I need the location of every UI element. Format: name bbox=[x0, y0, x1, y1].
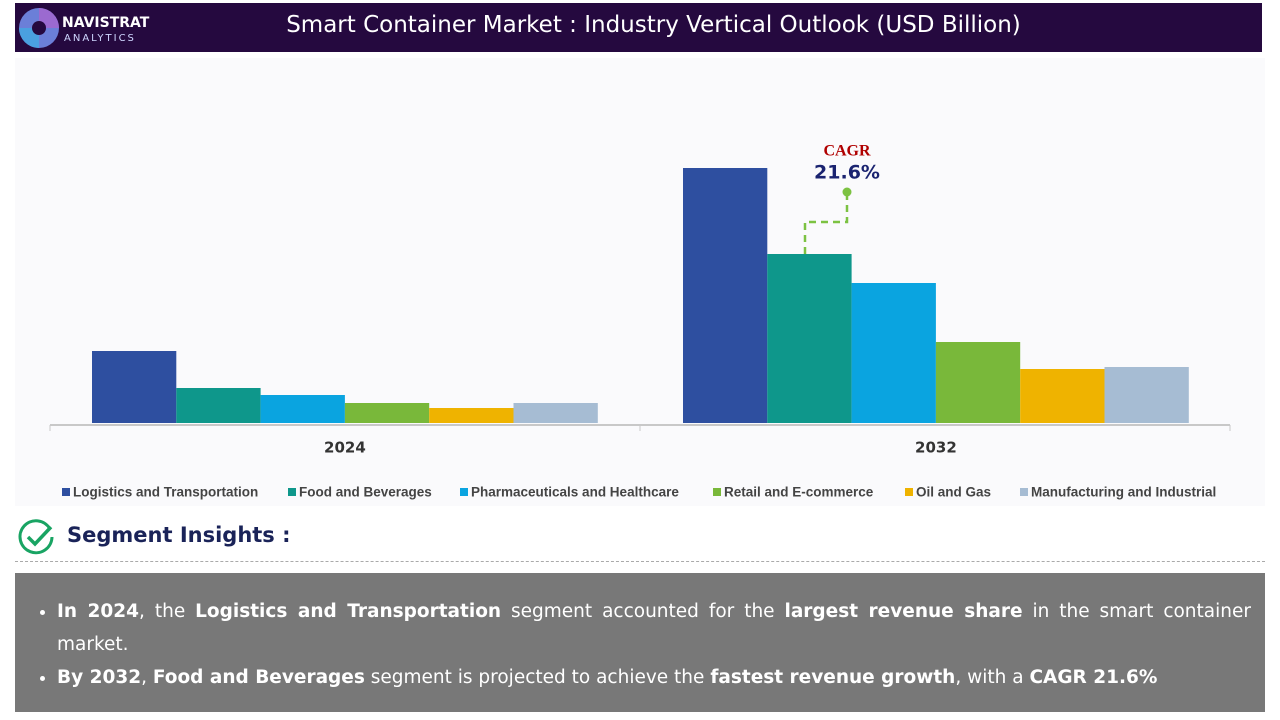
insight-text: Food and Beverages bbox=[152, 667, 365, 688]
insight-text: By 2032 bbox=[57, 667, 142, 688]
bar bbox=[683, 168, 768, 423]
logo: NAVISTRAT ANALYTICS bbox=[19, 8, 150, 48]
insight-text: largest revenue share bbox=[784, 601, 1023, 622]
insights-header: Segment Insights : bbox=[15, 515, 1265, 562]
insights-list: In 2024, the Logistics and Transportatio… bbox=[15, 573, 1265, 694]
insight-text: In 2024 bbox=[57, 601, 140, 622]
insight-text: segment is projected to achieve the bbox=[364, 667, 711, 688]
legend-label: Retail and E-commerce bbox=[724, 485, 874, 500]
check-icon bbox=[18, 519, 54, 555]
legend-label: Manufacturing and Industrial bbox=[1031, 485, 1216, 500]
chart: CAGR 21.6% 2024 2032 Logistics and Transpo… bbox=[49, 143, 1231, 500]
legend-label: Food and Beverages bbox=[299, 485, 432, 500]
legend-swatch bbox=[62, 488, 70, 496]
legend-swatch bbox=[460, 488, 468, 496]
bar bbox=[1104, 367, 1189, 423]
insight-bullet: By 2032, Food and Beverages segment is p… bbox=[57, 661, 1251, 694]
bar bbox=[92, 351, 177, 423]
insight-text: , the bbox=[139, 601, 196, 622]
legend-swatch bbox=[905, 488, 913, 496]
chart-title: Smart Container Market : Industry Vertic… bbox=[286, 12, 1021, 38]
cagr-label: CAGR bbox=[823, 143, 871, 160]
legend-swatch bbox=[713, 488, 721, 496]
legend-swatch bbox=[1020, 488, 1028, 496]
header: NAVISTRAT ANALYTICS Smart Container Mark… bbox=[15, 3, 1262, 52]
bar bbox=[176, 388, 261, 423]
x-tick-label: 2032 bbox=[915, 439, 957, 457]
cagr-dot bbox=[842, 187, 852, 197]
cagr-value: 21.6% bbox=[814, 162, 880, 184]
cagr-connector bbox=[803, 192, 849, 254]
bar bbox=[851, 283, 936, 423]
bar bbox=[260, 395, 345, 423]
insight-text: Logistics and Transportation bbox=[195, 601, 502, 622]
bar bbox=[429, 408, 514, 423]
x-tick-label: 2024 bbox=[324, 439, 366, 457]
insight-text: , bbox=[141, 667, 153, 688]
legend-label: Oil and Gas bbox=[916, 485, 991, 500]
insight-text: in the smart container market. bbox=[57, 601, 1251, 655]
insight-text: fastest revenue growth bbox=[710, 667, 956, 688]
insight-text: segment accounted for the bbox=[501, 601, 785, 622]
bar bbox=[513, 403, 598, 423]
insights-title: Segment Insights : bbox=[67, 523, 291, 547]
legend-swatch bbox=[288, 488, 296, 496]
legend-label: Logistics and Transportation bbox=[73, 485, 258, 500]
chart-panel: CAGR 21.6% 2024 2032 Logistics and Transpo… bbox=[15, 58, 1265, 506]
logo-tagline: ANALYTICS bbox=[64, 33, 136, 44]
bar bbox=[935, 342, 1021, 423]
bar bbox=[767, 254, 852, 423]
insights-box: In 2024, the Logistics and Transportatio… bbox=[15, 573, 1265, 712]
insight-bullet: In 2024, the Logistics and Transportatio… bbox=[57, 595, 1251, 661]
bar bbox=[1020, 369, 1105, 423]
insight-text: , with a bbox=[955, 667, 1030, 688]
insight-text: CAGR 21.6% bbox=[1029, 667, 1158, 688]
legend-label: Pharmaceuticals and Healthcare bbox=[471, 485, 679, 500]
bar bbox=[344, 403, 430, 423]
logo-name: NAVISTRAT bbox=[62, 15, 150, 31]
